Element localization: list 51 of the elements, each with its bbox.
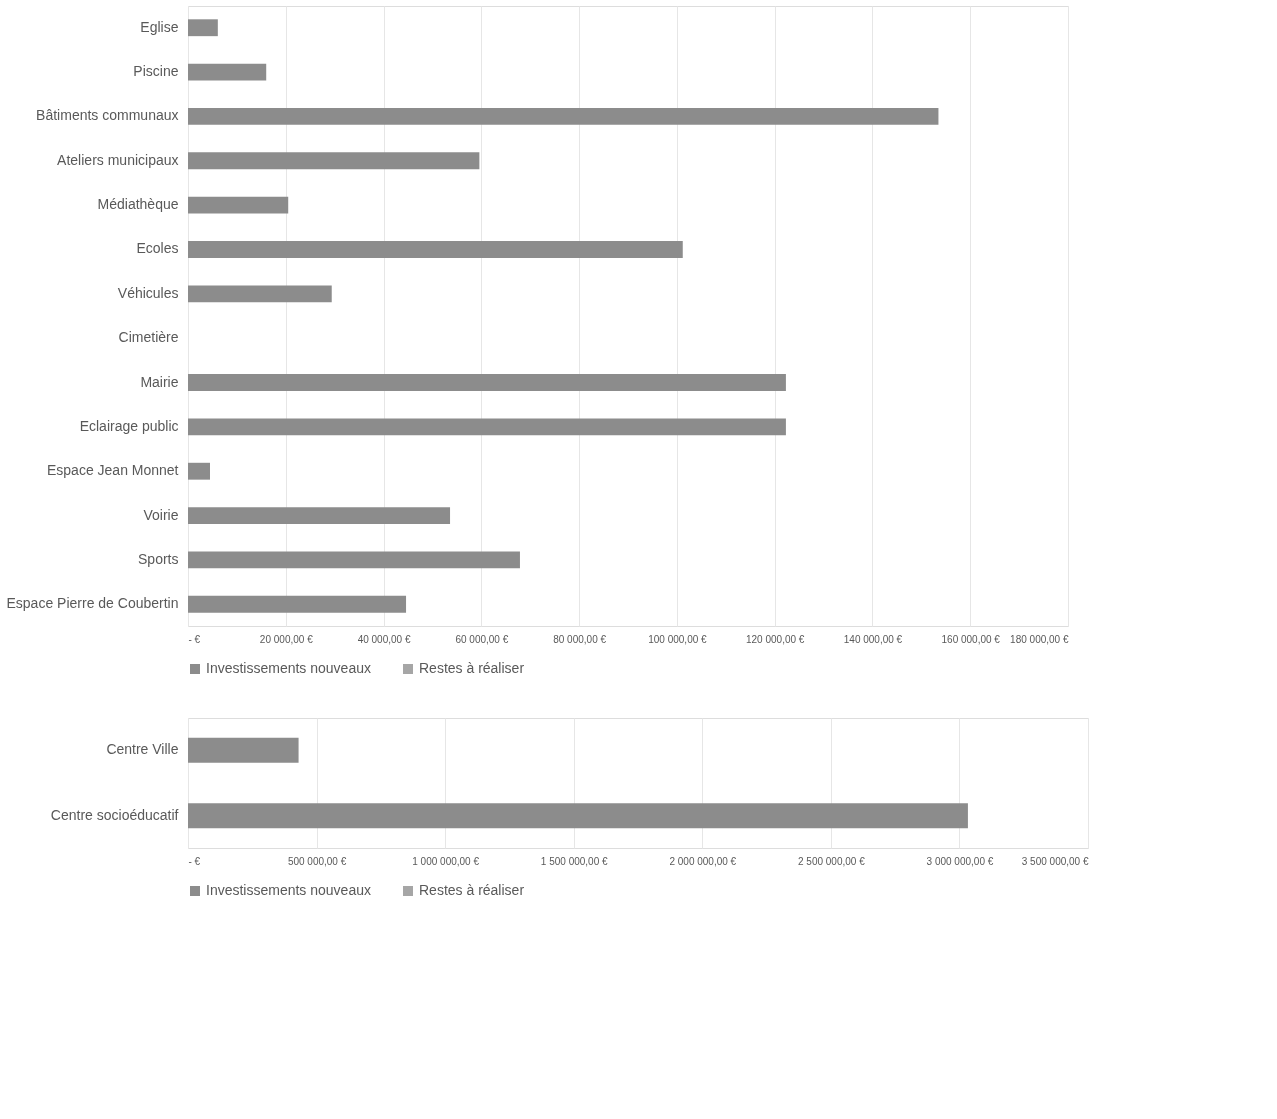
bar <box>188 196 289 214</box>
bar <box>188 19 218 37</box>
x-tick-label: 20 000,00 € <box>259 633 314 645</box>
x-tick-label: 500 000,00 € <box>287 855 347 867</box>
y-tick-label: Voirie <box>143 506 179 523</box>
bar <box>188 462 210 480</box>
bar <box>188 374 786 391</box>
bar <box>188 152 480 170</box>
y-tick-label: Piscine <box>133 63 179 80</box>
legend-label: Investissements nouveaux <box>206 882 371 898</box>
y-tick-label: Eglise <box>140 18 179 35</box>
x-tick-label: 140 000,00 € <box>843 633 903 645</box>
x-tick-label: 3 500 000,00 € <box>1021 855 1089 867</box>
legend-label: Restes à réaliser <box>419 882 525 898</box>
x-tick-label: 3 000 000,00 € <box>926 855 994 867</box>
legend-label: Restes à réaliser <box>419 660 525 676</box>
x-tick-label: 1 000 000,00 € <box>412 855 480 867</box>
y-tick-label: Centre socioéducatif <box>50 806 179 823</box>
x-tick-label: 180 000,00 € <box>1010 633 1069 645</box>
x-tick-label: 80 000,00 € <box>553 633 607 645</box>
bar <box>188 595 407 613</box>
y-tick-label: Médiathèque <box>97 196 179 213</box>
x-tick-label: 2 500 000,00 € <box>797 855 866 867</box>
y-tick-label: Espace Jean Monnet <box>46 462 179 479</box>
x-tick-label: - € <box>188 855 201 867</box>
bar <box>188 551 520 569</box>
x-tick-label: 40 000,00 € <box>357 633 411 645</box>
y-tick-label: Ateliers municipaux <box>57 151 179 168</box>
y-tick-label: Mairie <box>140 373 179 390</box>
y-tick-label: Centre Ville <box>106 741 179 758</box>
bar <box>188 63 267 81</box>
y-tick-label: Eclairage public <box>79 417 179 434</box>
bar <box>188 507 451 524</box>
y-tick-label: Espace Pierre de Coubertin <box>6 595 179 612</box>
bar <box>188 108 939 125</box>
x-tick-label: 120 000,00 € <box>745 633 805 645</box>
x-tick-label: 2 000 000,00 € <box>669 855 737 867</box>
x-tick-label: 1 500 000,00 € <box>540 855 609 867</box>
x-tick-label: 100 000,00 € <box>648 633 708 645</box>
x-tick-label: 160 000,00 € <box>941 633 1001 645</box>
y-tick-label: Bâtiments communaux <box>36 107 179 124</box>
bar <box>188 418 786 436</box>
y-tick-label: Sports <box>138 550 179 567</box>
legend-label: Investissements nouveaux <box>206 660 371 676</box>
bar <box>188 285 332 303</box>
bar <box>188 241 683 258</box>
y-tick-label: Véhicules <box>117 284 179 301</box>
y-tick-label: Ecoles <box>136 240 179 257</box>
x-tick-label: 60 000,00 € <box>455 633 509 645</box>
x-tick-label: - € <box>188 633 201 645</box>
y-tick-label: Cimetière <box>118 329 179 346</box>
